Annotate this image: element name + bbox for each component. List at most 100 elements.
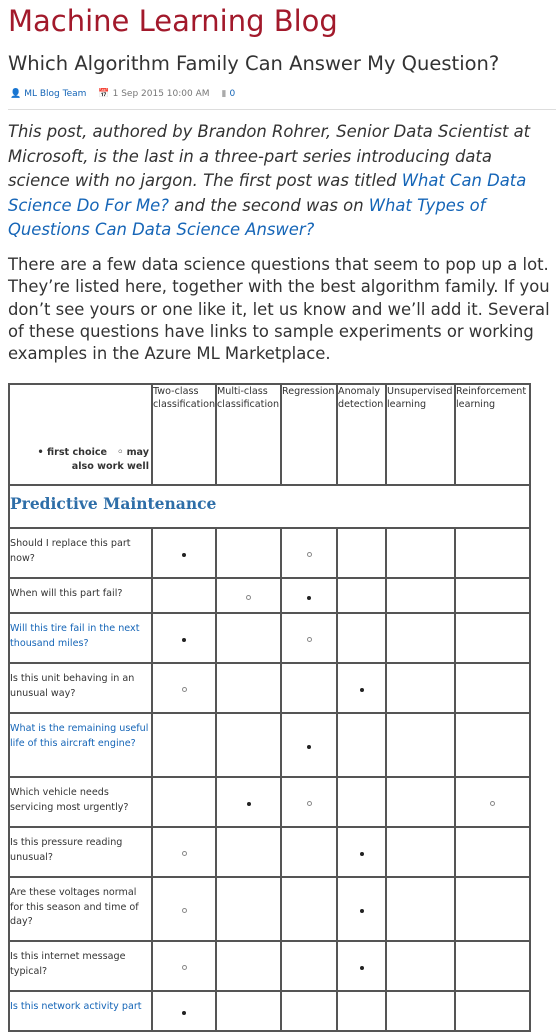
may-work-mark: [490, 801, 495, 806]
legend-cell: • first choice ◦ may also work well: [8, 383, 153, 486]
mark-cell: [385, 577, 456, 614]
algorithm-table-container: • first choice ◦ may also work well Two-…: [8, 383, 531, 1032]
may-work-mark: [181, 687, 187, 692]
link-what-types-of-questions[interactable]: What Types of Questions Can Data Science…: [8, 195, 486, 240]
question-link[interactable]: Will this tire fail in the next thousand…: [8, 612, 153, 664]
first-choice-mark: [359, 852, 364, 856]
may-work-mark: [246, 594, 251, 600]
question-cell: When will this part fail?: [8, 577, 153, 614]
question-cell: Is this pressure reading unusual?: [8, 826, 153, 878]
section-cell: Predictive Maintenance: [8, 484, 531, 529]
column-header: Unsupervised learning: [385, 383, 456, 486]
mark-cell: [385, 527, 456, 579]
mark-cell: [454, 990, 531, 1032]
mark-cell: [151, 712, 217, 778]
mark-cell: [280, 990, 338, 1032]
first-choice-mark: [359, 966, 364, 970]
blog-title[interactable]: Machine Learning Blog: [8, 4, 338, 38]
first-choice-mark: [182, 638, 186, 642]
first-choice-mark: [359, 688, 364, 692]
calendar-icon: 📅: [98, 89, 110, 99]
table-row: Which vehicle needs servicing most urgen…: [8, 776, 531, 828]
question-cell: Is this internet message typical?: [8, 940, 153, 992]
mark-cell: [454, 662, 531, 714]
mark-cell: [151, 577, 217, 614]
question-link[interactable]: What is the remaining useful life of thi…: [8, 712, 153, 778]
mark-cell: [151, 527, 217, 579]
question-link[interactable]: Is this network activity part: [8, 990, 153, 1032]
mark-cell: [151, 990, 217, 1032]
mark-cell: [336, 662, 387, 714]
mark-cell: [385, 940, 456, 992]
may-work-mark: [181, 851, 187, 856]
mark-cell: [336, 776, 387, 828]
mark-cell: [454, 527, 531, 579]
mark-cell: [454, 776, 531, 828]
author-link[interactable]: ML Blog Team: [24, 89, 87, 99]
body-paragraph: There are a few data science questions t…: [8, 255, 550, 364]
table-row: Are these voltages normal for this seaso…: [8, 876, 531, 942]
column-header: Multi-class classification: [215, 383, 282, 486]
mark-cell: [454, 876, 531, 942]
table-row: What is the remaining useful life of thi…: [8, 712, 531, 778]
legend-first-choice: • first choice: [37, 447, 108, 458]
mark-cell: [336, 577, 387, 614]
mark-cell: [454, 712, 531, 778]
algorithm-table: • first choice ◦ may also work well Two-…: [8, 383, 531, 1032]
mark-cell: [385, 776, 456, 828]
mark-cell: [215, 990, 282, 1032]
comment-count-link[interactable]: 0: [229, 89, 236, 99]
mark-cell: [336, 990, 387, 1032]
table-row: Will this tire fail in the next thousand…: [8, 612, 531, 664]
section-title: Predictive Maintenance: [10, 494, 217, 513]
mark-cell: [215, 712, 282, 778]
divider: [8, 109, 556, 110]
mark-cell: [385, 826, 456, 878]
first-choice-mark: [182, 553, 186, 557]
first-choice-mark: [307, 595, 311, 600]
mark-cell: [215, 662, 282, 714]
column-header: Reinforcement learning: [454, 383, 531, 486]
mark-cell: [385, 990, 456, 1032]
post-date: 1 Sep 2015 10:00 AM: [112, 89, 210, 99]
legend-also-work-well: also work well: [71, 461, 149, 472]
post-title: Which Algorithm Family Can Answer My Que…: [8, 52, 500, 75]
legend-may: ◦ may: [117, 447, 149, 458]
mark-cell: [385, 712, 456, 778]
first-choice-mark: [182, 1011, 186, 1015]
mark-cell: [151, 662, 217, 714]
column-header: Anomaly detection: [336, 383, 387, 486]
question-cell: Which vehicle needs servicing most urgen…: [8, 776, 153, 828]
intro-paragraph: This post, authored by Brandon Rohrer, S…: [8, 120, 556, 243]
mark-cell: [454, 612, 531, 664]
question-cell: Is this unit behaving in an unusual way?: [8, 662, 153, 714]
mark-cell: [280, 662, 338, 714]
mark-cell: [280, 776, 338, 828]
may-work-mark: [306, 637, 312, 642]
first-choice-mark: [307, 745, 311, 749]
mark-cell: [215, 826, 282, 878]
table-row: Should I replace this part now?: [8, 527, 531, 579]
may-work-mark: [181, 965, 187, 970]
mark-cell: [280, 826, 338, 878]
first-choice-mark: [359, 909, 364, 913]
mark-cell: [336, 527, 387, 579]
mark-cell: [336, 612, 387, 664]
table-row: Is this internet message typical?: [8, 940, 531, 992]
mark-cell: [215, 612, 282, 664]
mark-cell: [151, 826, 217, 878]
mark-cell: [215, 577, 282, 614]
mark-cell: [336, 940, 387, 992]
may-work-mark: [181, 908, 187, 913]
mark-cell: [151, 876, 217, 942]
link-what-can-data-science-do[interactable]: What Can Data Science Do For Me?: [8, 171, 527, 215]
intro-text-1: This post, authored by Brandon Rohrer, S…: [8, 122, 531, 190]
mark-cell: [454, 577, 531, 614]
mark-cell: [280, 712, 338, 778]
author-icon: 👤: [10, 89, 22, 99]
column-header: Two-class classification: [151, 383, 217, 486]
table-header-row: • first choice ◦ may also work well Two-…: [8, 383, 531, 486]
mark-cell: [280, 527, 338, 579]
mark-cell: [336, 876, 387, 942]
section-row: Predictive Maintenance: [8, 484, 531, 529]
